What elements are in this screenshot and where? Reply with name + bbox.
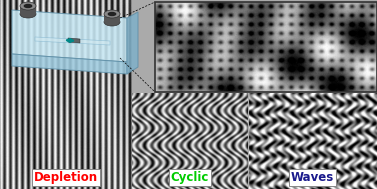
Ellipse shape [104,18,120,26]
Ellipse shape [20,2,36,10]
Polygon shape [35,37,110,45]
Text: Waves: Waves [291,171,334,184]
Polygon shape [12,54,127,74]
Ellipse shape [104,10,120,18]
Text: Cyclic: Cyclic [171,171,209,184]
Ellipse shape [20,10,36,18]
Text: Depletion: Depletion [34,171,98,184]
Ellipse shape [24,4,32,8]
Polygon shape [68,38,80,43]
Polygon shape [127,12,138,74]
Bar [104,14,120,22]
Ellipse shape [107,12,116,16]
Bar [20,6,36,14]
Bar [155,2,377,92]
Polygon shape [12,10,127,62]
